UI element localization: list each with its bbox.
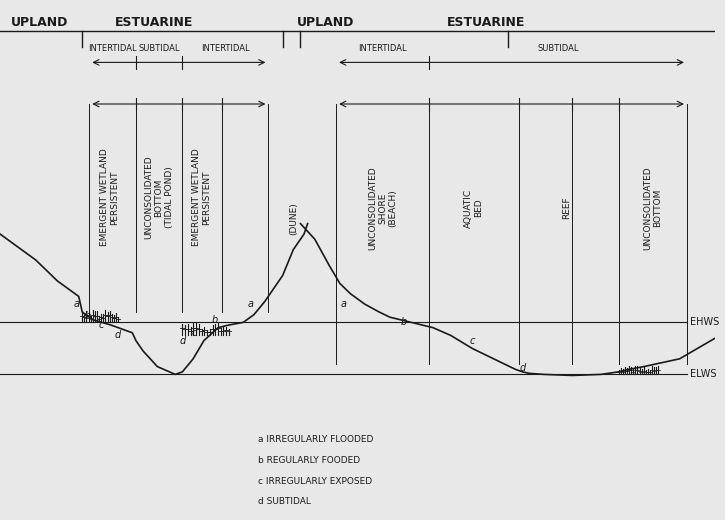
Text: ELWS: ELWS: [690, 369, 717, 380]
Text: SUBTIDAL: SUBTIDAL: [537, 44, 579, 53]
Text: d: d: [519, 363, 526, 373]
Text: UPLAND: UPLAND: [11, 16, 68, 29]
Text: d: d: [115, 330, 121, 341]
Text: INTERTIDAL: INTERTIDAL: [201, 44, 249, 53]
Text: EHWS: EHWS: [690, 317, 720, 328]
Text: ESTUARINE: ESTUARINE: [447, 16, 526, 29]
Text: b REGULARLY FOODED: b REGULARLY FOODED: [257, 456, 360, 465]
Text: b: b: [212, 315, 218, 325]
Text: b: b: [85, 311, 91, 321]
Text: a: a: [73, 299, 80, 309]
Text: a IRREGULARLY FLOODED: a IRREGULARLY FLOODED: [257, 435, 373, 444]
Text: c: c: [192, 328, 197, 338]
Text: INTERTIDAL: INTERTIDAL: [88, 44, 137, 53]
Text: UNCONSOLIDATED
SHORE
(BEACH): UNCONSOLIDATED SHORE (BEACH): [368, 166, 397, 250]
Text: EMERGENT WETLAND
PERSISTENT: EMERGENT WETLAND PERSISTENT: [100, 149, 119, 246]
Text: c IRREGULARLY EXPOSED: c IRREGULARLY EXPOSED: [257, 476, 372, 486]
Text: UNCONSOLIDATED
BOTTOM
(TIDAL POND): UNCONSOLIDATED BOTTOM (TIDAL POND): [144, 156, 174, 239]
Text: d: d: [179, 335, 186, 346]
Text: d SUBTIDAL: d SUBTIDAL: [257, 497, 310, 506]
Text: c: c: [99, 320, 104, 330]
Text: (DUNE): (DUNE): [289, 202, 298, 235]
Text: b: b: [401, 317, 407, 328]
Text: EMERGENT WETLAND
PERSISTENT: EMERGENT WETLAND PERSISTENT: [192, 149, 212, 246]
Text: UNCONSOLIDATED
BOTTOM: UNCONSOLIDATED BOTTOM: [643, 166, 662, 250]
Text: UPLAND: UPLAND: [297, 16, 355, 29]
Text: a: a: [341, 299, 347, 309]
Text: SUBTIDAL: SUBTIDAL: [138, 44, 180, 53]
Text: INTERTIDAL: INTERTIDAL: [358, 44, 407, 53]
Text: REEF: REEF: [562, 197, 571, 219]
Text: a: a: [247, 299, 254, 309]
Text: AQUATIC
BED: AQUATIC BED: [464, 188, 484, 228]
Text: c: c: [470, 335, 475, 346]
Text: ESTUARINE: ESTUARINE: [115, 16, 193, 29]
